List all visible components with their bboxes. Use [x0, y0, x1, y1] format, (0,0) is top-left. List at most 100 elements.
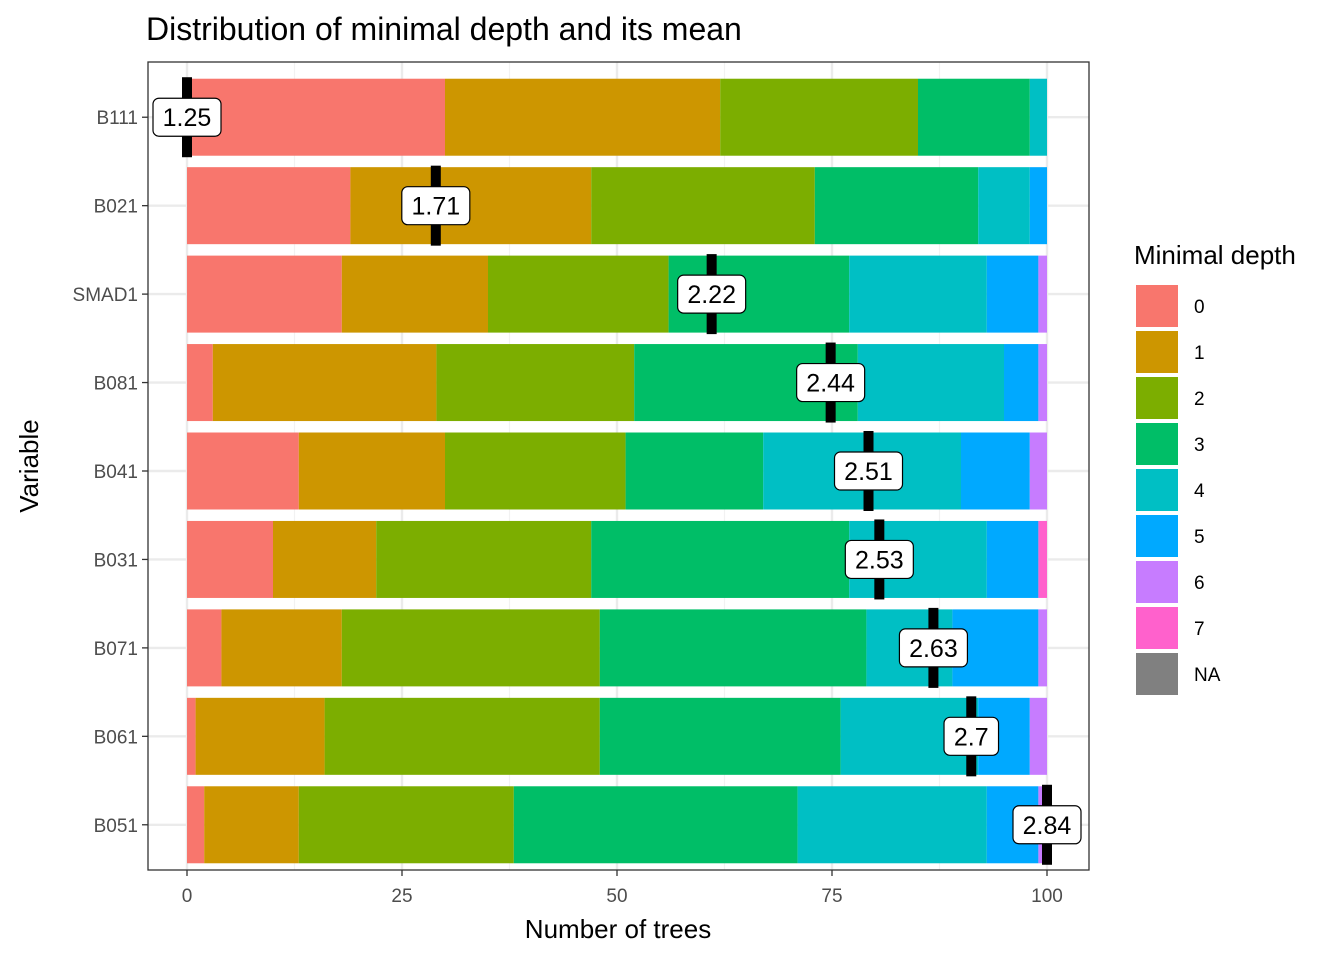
y-tick-label: B021	[94, 197, 138, 218]
mean-label: 2.44	[806, 370, 855, 398]
plot-border	[147, 61, 1090, 871]
mean-label-box	[833, 451, 904, 491]
x-tick-label: 50	[606, 886, 627, 907]
mean-markers: 1.25 1.71 2.22 2.44 2.51 2.53 2.63 2.7 2.84	[152, 77, 1082, 865]
y-tick-label: B111	[96, 108, 138, 129]
bar-segment-B081-depth-5	[1004, 344, 1039, 422]
mean-label-box	[677, 274, 747, 314]
x-tick-label: 75	[821, 886, 842, 907]
legend-swatch-2	[1136, 377, 1178, 419]
legend-swatch-1	[1136, 331, 1178, 373]
bar-segment-B061-depth-3	[599, 697, 841, 775]
bar-segment-B031-depth-3	[591, 520, 850, 598]
legend-label: 2	[1194, 389, 1205, 410]
bar-segment-B081-depth-0	[187, 344, 213, 422]
mean-label-box	[844, 539, 914, 580]
bar-segment-B111-depth-3	[918, 78, 1030, 156]
mean-label-box	[401, 186, 471, 226]
legend-label: 1	[1194, 343, 1205, 364]
legend-swatch-4	[1136, 469, 1178, 511]
legend-label: 6	[1194, 573, 1205, 594]
bar-segment-B051-depth-4	[797, 786, 987, 864]
bar-segment-SMAD1-depth-4	[849, 255, 987, 333]
bar-segment-B041-depth-1	[298, 432, 445, 510]
chart-title: Distribution of minimal depth and its me…	[146, 11, 742, 47]
x-axis-title: Number of trees	[525, 914, 711, 944]
mean-label-box	[1012, 805, 1082, 845]
legend-swatch-3	[1136, 423, 1178, 465]
legend-title: Minimal depth	[1134, 240, 1296, 270]
bar-segments	[187, 78, 1047, 864]
legend-swatch-NA	[1136, 653, 1178, 695]
bar-segment-B041-depth-3	[625, 432, 764, 510]
x-axis: 0 25 50 75 100	[182, 870, 1063, 907]
y-tick-label: B081	[94, 374, 138, 395]
y-tick-label: B061	[94, 727, 138, 748]
bar-segment-B071-depth-0	[187, 609, 222, 687]
mean-label: 2.7	[954, 723, 989, 751]
legend-swatch-0	[1136, 285, 1178, 327]
bar-segment-B021-depth-5	[1029, 167, 1047, 245]
x-tick-label: 25	[391, 886, 412, 907]
y-axis-title: Variable	[14, 419, 44, 512]
y-tick-label: B051	[94, 816, 138, 837]
bar-segment-B061-depth-0	[187, 697, 196, 775]
mean-label-box	[943, 716, 1000, 756]
bar-segment-B081-depth-2	[436, 344, 635, 422]
bar-segment-B071-depth-3	[599, 609, 867, 687]
mean-label: 2.63	[909, 635, 958, 663]
mean-label: 1.71	[411, 193, 460, 221]
mean-label: 2.84	[1023, 812, 1072, 840]
bar-segment-B081-depth-6	[1038, 344, 1047, 422]
bar-segment-SMAD1-depth-1	[341, 255, 488, 333]
mean-label-box	[796, 362, 866, 403]
bar-segment-B031-depth-2	[376, 520, 592, 598]
mean-label: 2.53	[855, 546, 904, 574]
legend-swatch-6	[1136, 561, 1178, 603]
legend-label: 0	[1194, 297, 1205, 318]
bar-segment-B051-depth-0	[187, 786, 205, 864]
bar-segment-SMAD1-depth-5	[986, 255, 1039, 333]
legend-swatch-7	[1136, 607, 1178, 649]
bar-segment-B061-depth-1	[195, 697, 325, 775]
bar-segment-B111-depth-2	[720, 78, 918, 156]
legend-label: 7	[1194, 619, 1205, 640]
bar-segment-B031-depth-0	[187, 520, 273, 598]
bar-segment-B061-depth-6	[1029, 697, 1047, 775]
bar-segment-B111-depth-0	[187, 78, 445, 156]
mean-label: 1.25	[163, 104, 212, 132]
bar-segment-B071-depth-1	[221, 609, 342, 687]
bar-segment-B051-depth-1	[204, 786, 299, 864]
legend: 0 1 2 3 4 5 6 7 NA	[1136, 285, 1221, 695]
bar-segment-B061-depth-2	[324, 697, 600, 775]
bar-segment-B081-depth-4	[857, 344, 1004, 422]
mean-label: 2.51	[844, 458, 893, 486]
bar-segment-SMAD1-depth-6	[1038, 255, 1047, 333]
bar-segment-B041-depth-5	[961, 432, 1030, 510]
bar-segment-B051-depth-3	[513, 786, 798, 864]
x-tick-label: 0	[182, 886, 193, 907]
bar-segment-B021-depth-0	[187, 167, 351, 245]
bar-segment-B031-depth-5	[986, 520, 1039, 598]
legend-label: 3	[1194, 435, 1205, 456]
y-tick-label: B041	[94, 462, 138, 483]
bar-segment-B111-depth-4	[1029, 78, 1047, 156]
bar-segment-B051-depth-2	[298, 786, 514, 864]
bar-segment-B021-depth-1	[350, 167, 592, 245]
legend-label: NA	[1194, 665, 1221, 686]
y-tick-label: SMAD1	[73, 285, 138, 306]
mean-label-box	[898, 628, 969, 668]
bar-segment-B041-depth-2	[445, 432, 626, 510]
bar-segment-B031-depth-7	[1038, 520, 1047, 598]
mean-label-box	[152, 97, 222, 137]
legend-label: 4	[1194, 481, 1205, 502]
bar-segment-B021-depth-2	[591, 167, 815, 245]
bar-segment-SMAD1-depth-0	[187, 255, 342, 333]
x-tick-label: 100	[1031, 886, 1063, 907]
bar-segment-B071-depth-6	[1038, 609, 1047, 687]
bar-segment-B031-depth-1	[273, 520, 377, 598]
bar-segment-B041-depth-6	[1029, 432, 1047, 510]
bar-segment-B081-depth-1	[212, 344, 437, 422]
bar-segment-B041-depth-0	[187, 432, 299, 510]
